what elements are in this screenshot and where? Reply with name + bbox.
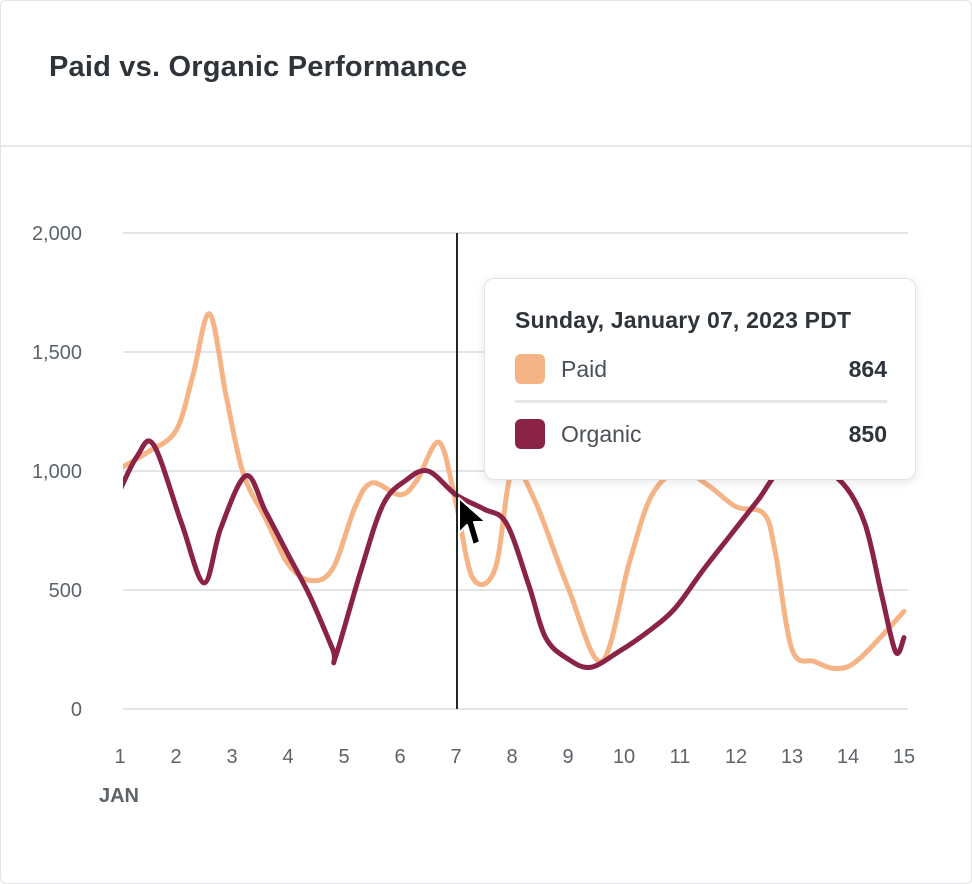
- mouse-pointer-icon: [458, 497, 487, 546]
- x-tick-label: 14: [837, 746, 859, 768]
- x-tick-label: 15: [893, 746, 915, 768]
- x-tick-label: 6: [394, 746, 405, 768]
- y-tick-label: 500: [49, 580, 82, 602]
- x-tick-label: 3: [226, 746, 237, 768]
- x-tick-label: 10: [613, 746, 635, 768]
- card-header: Paid vs. Organic Performance: [1, 1, 971, 147]
- tooltip-row-paid: Paid 864: [515, 340, 887, 398]
- y-tick-label: 2,000: [32, 223, 82, 245]
- tooltip-date: Sunday, January 07, 2023 PDT: [515, 307, 852, 333]
- card-title: Paid vs. Organic Performance: [49, 51, 468, 83]
- series-line-paid: [123, 311, 907, 672]
- tooltip-series-value: 850: [848, 420, 887, 447]
- x-tick-label: 5: [338, 746, 349, 768]
- y-axis-ticks: 0 500 1,000 1,500 2,000: [32, 223, 82, 721]
- tooltip-row-organic: Organic 850: [515, 405, 887, 463]
- tooltip-divider: [515, 400, 887, 403]
- tooltip-series-name: Organic: [561, 420, 642, 447]
- x-tick-label: 11: [670, 746, 691, 768]
- x-tick-label: 13: [781, 746, 803, 768]
- x-tick-label: 9: [562, 746, 573, 768]
- x-tick-label: 8: [506, 746, 517, 768]
- tooltip-swatch-paid: [515, 354, 545, 384]
- y-tick-label: 0: [71, 699, 82, 721]
- tooltip-series-name: Paid: [561, 355, 608, 382]
- tooltip-series-value: 864: [848, 355, 887, 382]
- tooltip-swatch-organic: [515, 419, 545, 449]
- x-tick-label: 2: [170, 746, 181, 768]
- y-tick-label: 1,000: [32, 461, 82, 483]
- x-tick-label: 7: [450, 746, 461, 768]
- chart-tooltip: Sunday, January 07, 2023 PDT Paid 864 Or…: [484, 278, 916, 480]
- x-tick-label: 4: [282, 746, 293, 768]
- x-tick-label: 1: [114, 746, 125, 768]
- hover-layer: [456, 233, 487, 709]
- x-tick-label: 12: [725, 746, 747, 768]
- x-month-label: JAN: [99, 785, 139, 807]
- y-tick-label: 1,500: [32, 342, 82, 364]
